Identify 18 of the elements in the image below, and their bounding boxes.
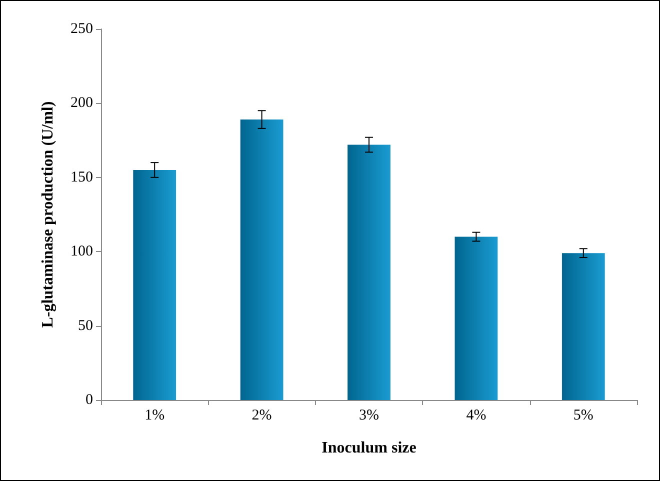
x-tick-label: 3% [359,408,379,424]
y-axis-title: L-glutaminase production (U/ml) [40,101,56,328]
x-tick-label: 1% [144,408,165,424]
bar [240,120,284,400]
y-tick-label: 50 [78,318,93,334]
x-tick-label: 5% [573,408,594,424]
bar [133,170,176,400]
y-tick-label: 0 [86,392,93,408]
y-tick-label: 250 [70,21,93,37]
y-tick-label: 200 [70,95,93,112]
y-tick-label: 150 [70,169,93,186]
bar [454,236,498,400]
x-tick-label: 4% [466,408,486,424]
bar [562,253,605,400]
x-axis-title: Inoculum size [322,440,416,456]
x-tick-label: 2% [252,408,272,424]
y-tick-label: 100 [70,244,93,260]
bar [348,144,390,400]
